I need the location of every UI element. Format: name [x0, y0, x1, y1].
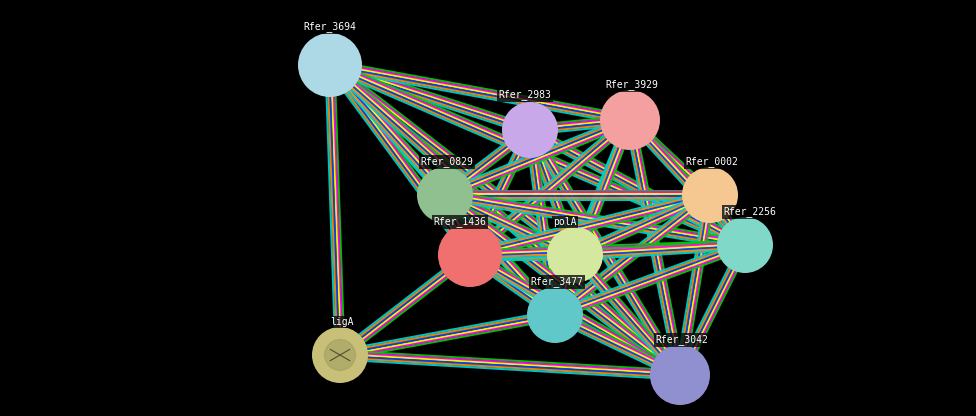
Circle shape — [527, 287, 583, 343]
Text: Rfer_3477: Rfer_3477 — [531, 277, 584, 287]
Text: ligA: ligA — [330, 317, 353, 327]
Circle shape — [298, 33, 362, 97]
Text: Rfer_3929: Rfer_3929 — [605, 79, 659, 90]
Circle shape — [502, 102, 558, 158]
Circle shape — [547, 227, 603, 283]
Circle shape — [325, 339, 355, 370]
Circle shape — [717, 217, 773, 273]
Circle shape — [600, 90, 660, 150]
Circle shape — [650, 345, 710, 405]
Text: Rfer_2983: Rfer_2983 — [499, 89, 551, 100]
Text: Rfer_0829: Rfer_0829 — [421, 156, 473, 168]
Text: Rfer_3694: Rfer_3694 — [304, 22, 356, 32]
Circle shape — [682, 167, 738, 223]
Text: Rfer_1436: Rfer_1436 — [433, 217, 486, 228]
Text: Rfer_3042: Rfer_3042 — [656, 334, 709, 345]
Text: polA: polA — [553, 217, 577, 227]
Text: Rfer_2256: Rfer_2256 — [723, 207, 777, 218]
Text: Rfer_0002: Rfer_0002 — [685, 156, 739, 168]
Circle shape — [417, 167, 473, 223]
Circle shape — [312, 327, 368, 383]
Circle shape — [438, 223, 502, 287]
